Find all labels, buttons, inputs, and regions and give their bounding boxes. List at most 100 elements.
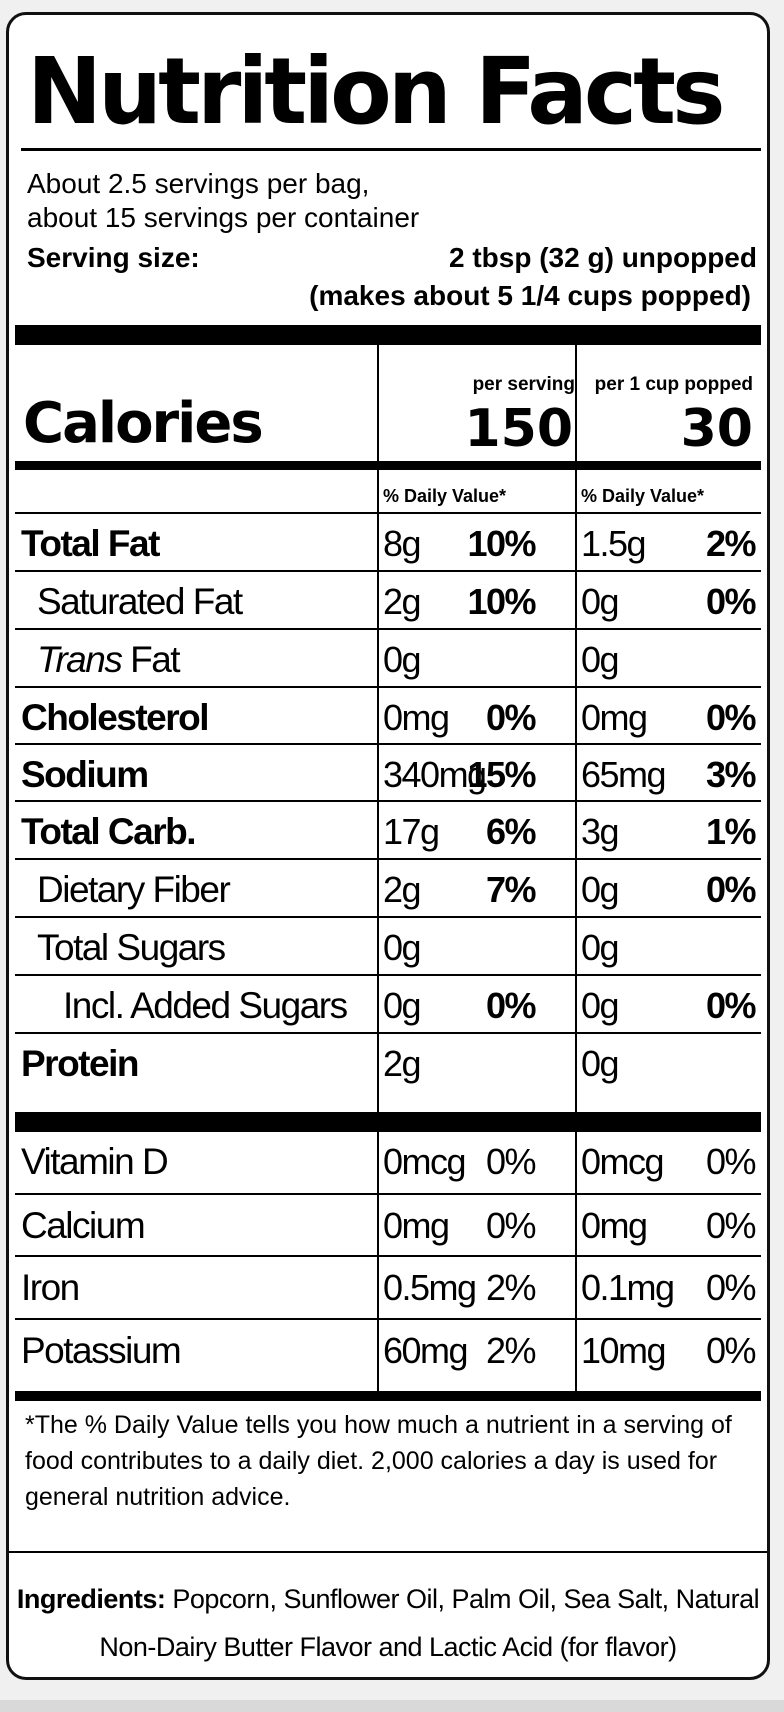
amount-per-cup: 0mg <box>581 697 648 738</box>
row-divider <box>15 1255 761 1257</box>
row-divider <box>15 686 761 688</box>
dv-per-serving: 2% <box>485 1330 537 1371</box>
dv-per-cup: 0% <box>705 697 757 738</box>
per-cup-heading: per 1 cup popped <box>594 374 753 395</box>
row-divider <box>15 858 761 860</box>
nutrient-name: Potassium <box>21 1330 182 1371</box>
amount-per-serving: 17g <box>383 811 440 852</box>
row-divider <box>15 1318 761 1320</box>
amount-per-cup: 0g <box>581 869 620 910</box>
amount-per-serving: 2g <box>383 869 422 910</box>
nutrient-row: Total Fat 8g 10% 1.5g 2% <box>9 514 767 573</box>
dv-per-cup: 0% <box>705 581 757 622</box>
amount-per-cup: 10mg <box>581 1330 667 1371</box>
dv-per-serving: 0% <box>485 1141 537 1182</box>
amount-per-serving: 0.5mg <box>383 1267 477 1308</box>
nutrient-name: Total Fat <box>21 523 160 564</box>
row-divider <box>15 916 761 918</box>
page-bottom-strip <box>0 1700 784 1712</box>
nutrient-name: Cholesterol <box>21 697 210 738</box>
row-divider <box>15 570 761 572</box>
dv-per-cup: 3% <box>705 754 757 795</box>
nutrient-row: Sodium 340mg 15% 65mg 3% <box>9 745 767 804</box>
nutrient-row: Trans Fat 0g 0g <box>9 630 767 689</box>
calories-label: Calories <box>23 391 264 456</box>
calories-per-cup: 30 <box>680 399 753 459</box>
dv-per-serving: 0% <box>485 1205 537 1246</box>
ingredients-label: Ingredients: <box>16 1584 166 1614</box>
ingredients-line1: Popcorn, Sunflower Oil, Palm Oil, Sea Sa… <box>172 1584 760 1614</box>
nutrient-name: Saturated Fat <box>37 581 243 622</box>
amount-per-serving: 8g <box>383 523 422 564</box>
label-title: Nutrition Facts <box>27 38 726 145</box>
amount-per-serving: 0g <box>383 927 422 968</box>
ingredients-statement: Ingredients: Popcorn, Sunflower Oil, Pal… <box>9 1575 767 1671</box>
dv-per-cup: 1% <box>705 811 757 852</box>
amount-per-serving: 60mg <box>383 1330 469 1371</box>
nutrition-facts-label: Nutrition Facts About 2.5 servings per b… <box>6 12 770 1680</box>
nutrient-row: Total Carb. 17g 6% 3g 1% <box>9 802 767 861</box>
nutrient-name: Total Carb. <box>21 811 197 852</box>
dv-per-cup: 0% <box>705 1141 757 1182</box>
ingredients-divider <box>9 1551 767 1553</box>
thick-rule-vitamins <box>15 1112 761 1132</box>
amount-per-cup: 0mg <box>581 1205 648 1246</box>
nutrient-name: Total Sugars <box>37 927 226 968</box>
row-divider <box>15 628 761 630</box>
row-divider <box>15 1193 761 1195</box>
amount-per-cup: 0mcg <box>581 1141 665 1182</box>
vitamin-row: Potassium 60mg 2% 10mg 0% <box>9 1321 767 1380</box>
amount-per-cup: 65mg <box>581 754 667 795</box>
row-divider <box>15 974 761 976</box>
nutrient-row: Saturated Fat 2g 10% 0g 0% <box>9 572 767 631</box>
nutrient-row: Total Sugars 0g 0g <box>9 918 767 977</box>
amount-per-serving: 0mcg <box>383 1141 467 1182</box>
nutrient-row: Cholesterol 0mg 0% 0mg 0% <box>9 688 767 747</box>
dv-per-serving: 10% <box>467 523 536 564</box>
serving-size-row: Serving size: 2 tbsp (32 g) unpopped <box>27 241 757 275</box>
calories-per-serving: 150 <box>464 399 573 459</box>
daily-value-heading-2: % Daily Value* <box>581 486 705 506</box>
serving-size-value: 2 tbsp (32 g) unpopped <box>449 242 757 273</box>
amount-per-serving: 0g <box>383 639 422 680</box>
ingredients-line2: Non-Dairy Butter Flavor and Lactic Acid … <box>99 1632 677 1662</box>
dv-rule <box>15 512 761 514</box>
amount-per-cup: 1.5g <box>581 523 647 564</box>
servings-per-container: about 15 servings per container <box>27 202 420 233</box>
calories-rule <box>15 461 761 470</box>
vitamin-row: Iron 0.5mg 2% 0.1mg 0% <box>9 1258 767 1317</box>
amount-per-cup: 0g <box>581 581 620 622</box>
thick-rule-top <box>15 325 761 345</box>
amount-per-cup: 0g <box>581 985 620 1026</box>
daily-value-heading-1: % Daily Value* <box>383 486 507 506</box>
dv-per-cup: 2% <box>705 523 757 564</box>
amount-per-serving: 0mg <box>383 1205 450 1246</box>
serving-size-note: (makes about 5 1/4 cups popped) <box>309 280 751 311</box>
amount-per-serving: 2g <box>383 581 422 622</box>
title-rule <box>21 148 761 151</box>
thick-rule-bottom <box>15 1391 761 1401</box>
nutrient-name: Protein <box>21 1043 139 1084</box>
amount-per-serving: 0g <box>383 985 422 1026</box>
nutrient-name: Trans Fat <box>37 630 181 689</box>
per-serving-heading: per serving <box>472 374 575 395</box>
column-divider-1 <box>377 345 379 1399</box>
nutrient-name: Dietary Fiber <box>37 869 231 910</box>
nutrient-name: Iron <box>21 1267 80 1308</box>
dv-per-cup: 0% <box>705 1205 757 1246</box>
nutrient-name: Sodium <box>21 754 149 795</box>
amount-per-cup: 0g <box>581 1043 620 1084</box>
amount-per-serving: 0mg <box>383 697 450 738</box>
nutrient-name-rest: Fat <box>121 639 180 680</box>
serving-size-label: Serving size: <box>27 242 200 273</box>
dv-per-cup: 0% <box>705 869 757 910</box>
nutrient-row: Incl. Added Sugars 0g 0% 0g 0% <box>9 976 767 1035</box>
amount-per-cup: 0.1mg <box>581 1267 675 1308</box>
dv-per-cup: 0% <box>705 1330 757 1371</box>
dv-per-serving: 0% <box>485 985 537 1026</box>
vitamin-row: Vitamin D 0mcg 0% 0mcg 0% <box>9 1132 767 1191</box>
dv-per-serving: 7% <box>485 869 537 910</box>
dv-per-serving: 2% <box>485 1267 537 1308</box>
nutrient-row: Protein 2g 0g <box>9 1034 767 1093</box>
nutrient-name: Incl. Added Sugars <box>63 985 348 1026</box>
